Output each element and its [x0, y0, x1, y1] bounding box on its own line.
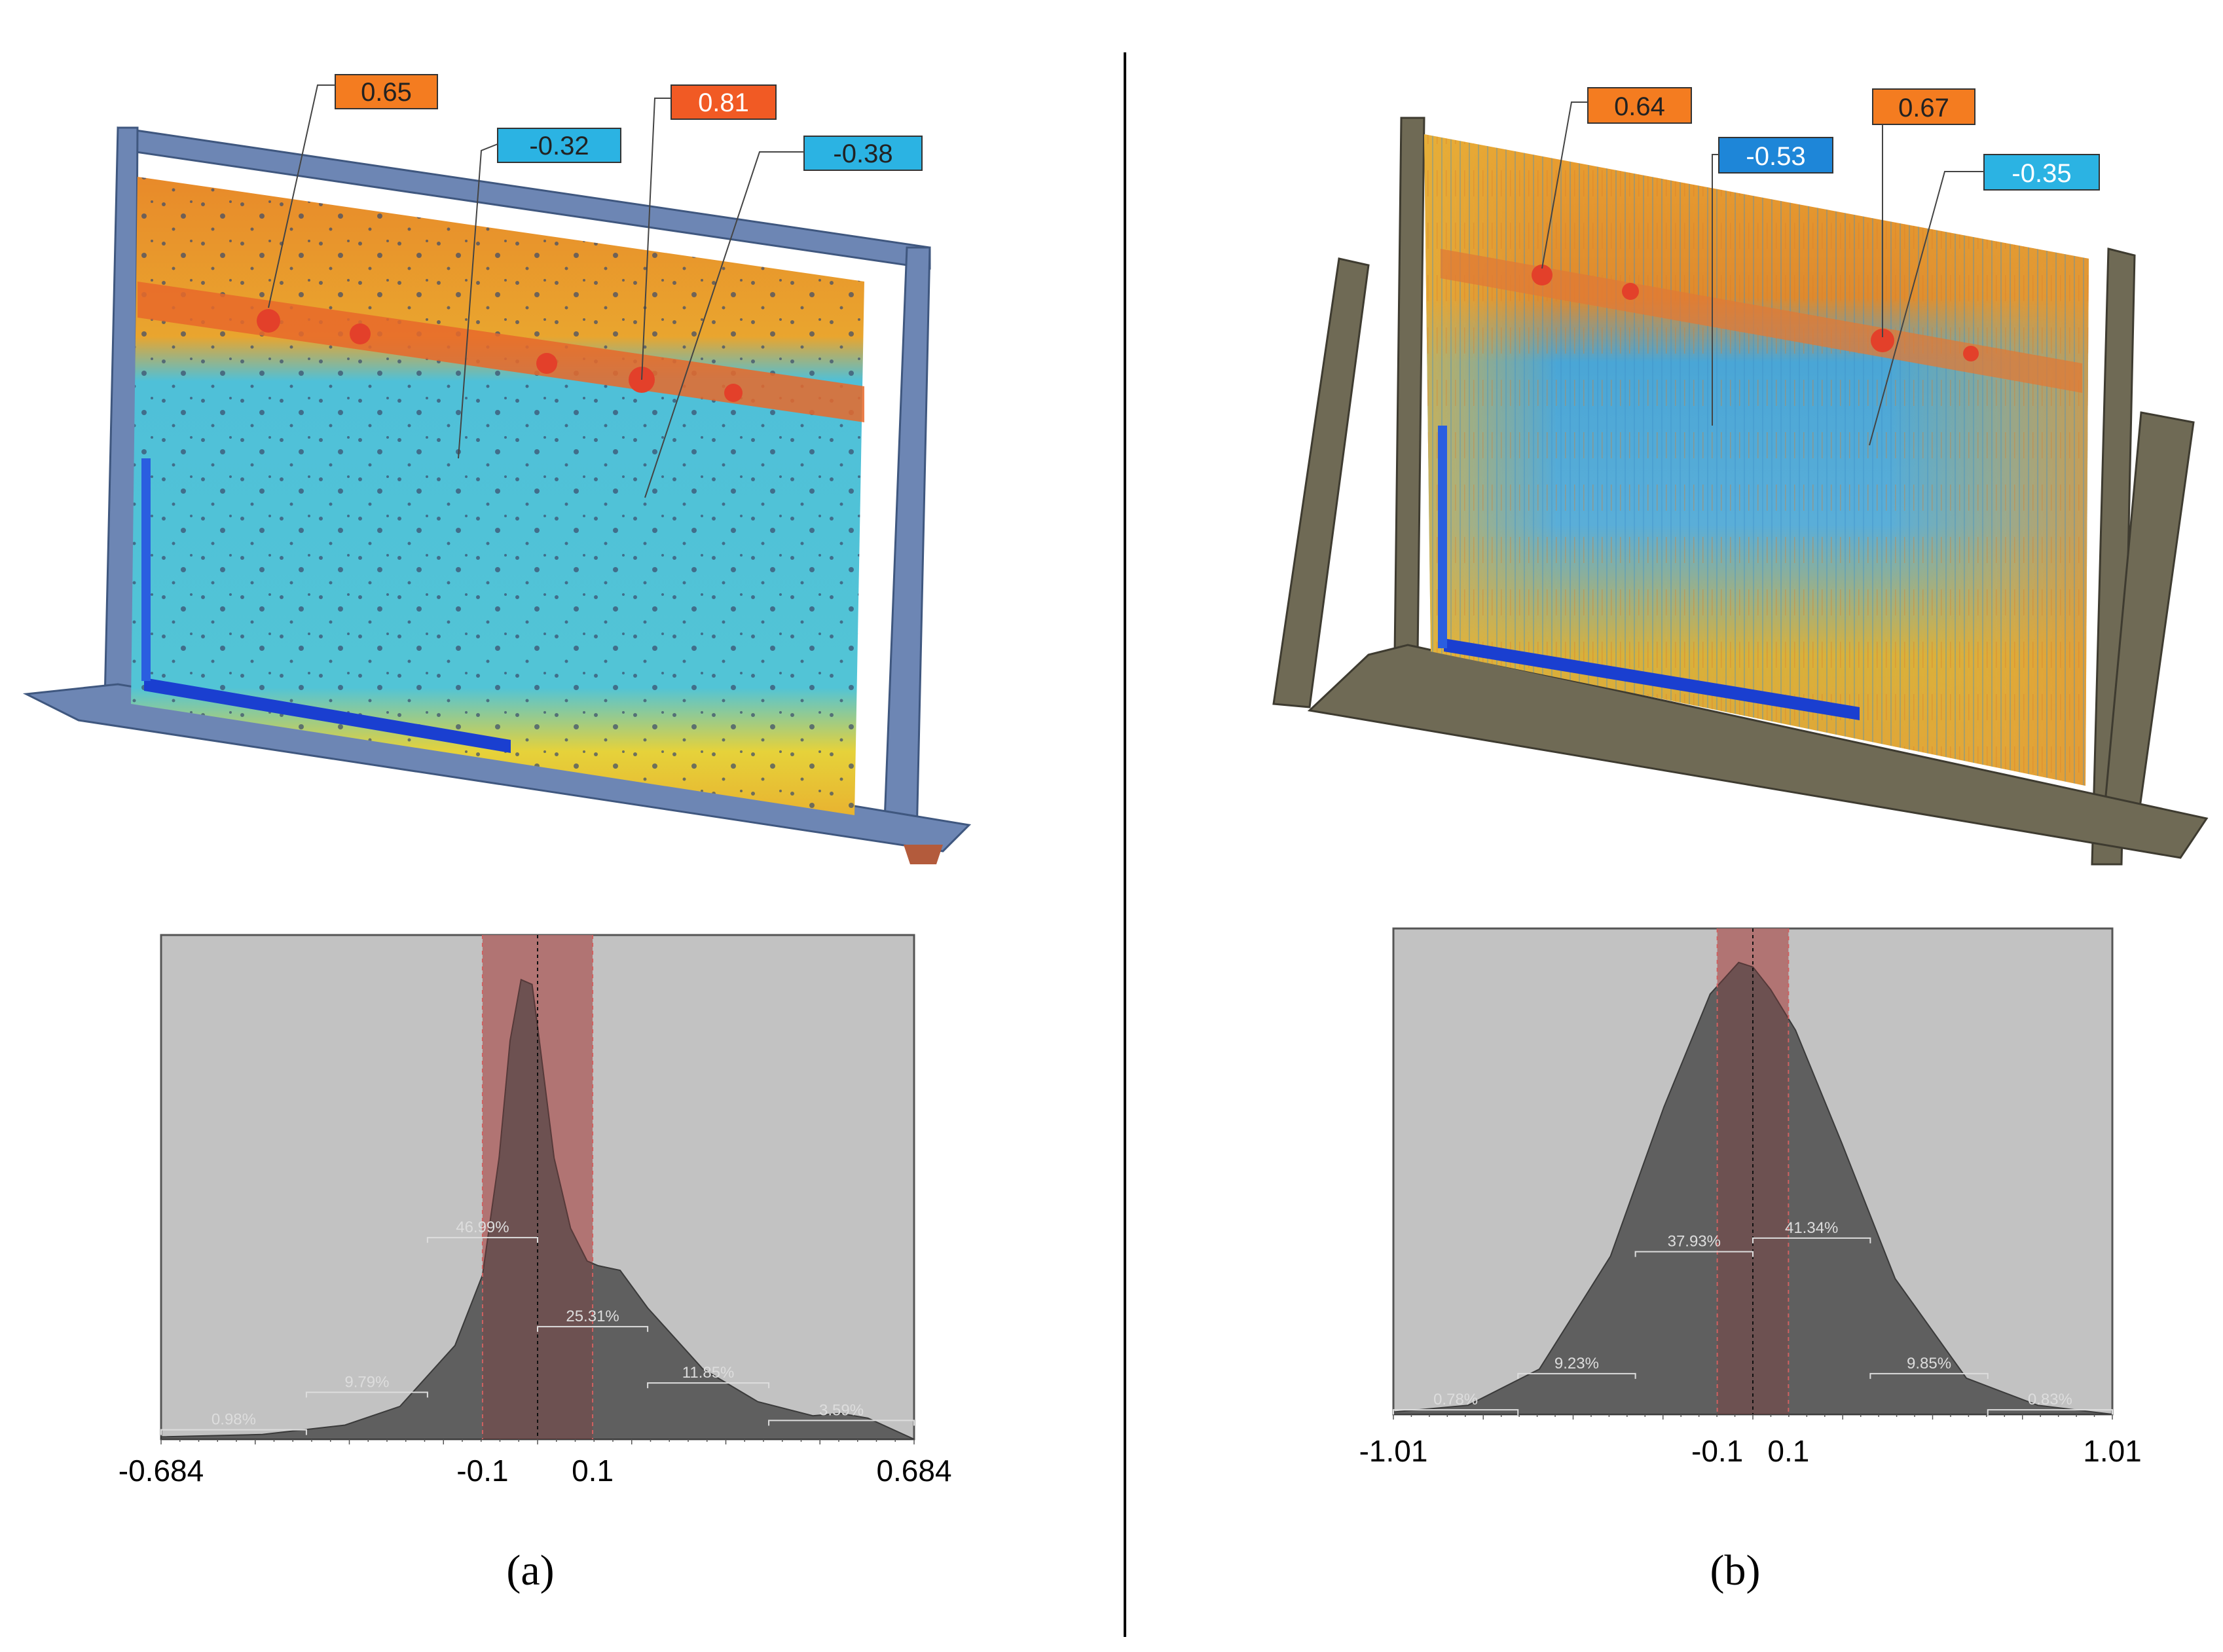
bin-percent-label: 0.78%: [1433, 1391, 1478, 1408]
panel-a-base-foot: [904, 845, 943, 864]
bin-percent-label: 0.98%: [211, 1411, 256, 1429]
axis-tick-label: 0.1: [1767, 1434, 1809, 1468]
distribution-area: [160, 978, 915, 1440]
bin-percent-label: 9.79%: [344, 1373, 389, 1391]
panel-b-scan: [1272, 117, 2209, 866]
panel-b-low-edge: [1444, 638, 1860, 720]
panel-a-hot-band: [138, 282, 864, 422]
callout-box: [1718, 137, 1833, 174]
bin-percent-label: 11.85%: [682, 1364, 735, 1382]
panel-a-low-edge-vertical: [141, 458, 151, 681]
panel-a-hot-spot: [257, 309, 280, 333]
panel-a-hot-spot: [724, 384, 743, 402]
panel-a-scan: [22, 126, 972, 864]
panel-b-frame-left-post: [1393, 117, 1425, 656]
bin-bracket: [305, 1391, 428, 1398]
bin-percent-label: 3.59%: [819, 1401, 864, 1419]
callout-label: -0.53: [1746, 142, 1805, 171]
bin-percent-label: 37.93%: [1668, 1233, 1721, 1251]
panel-a-low-edge: [144, 678, 511, 753]
callout-box: [335, 74, 438, 109]
panel-b-hot-spot: [1622, 283, 1639, 300]
callout-leader: [644, 151, 804, 498]
bin-bracket: [1517, 1372, 1636, 1379]
callout-leader: [268, 84, 335, 308]
bin-percent-label: 41.34%: [1785, 1219, 1838, 1237]
panel-b-low-edge-vertical: [1438, 426, 1447, 648]
panel-b-frame-left-brace: [1272, 257, 1370, 708]
bin-bracket: [160, 1429, 307, 1435]
axis-tick-label: -1.01: [1359, 1434, 1428, 1468]
panel-a-frame-bottom: [22, 683, 972, 853]
caption-b: (b): [1710, 1547, 1761, 1594]
panel-b-callouts: 0.64 -0.53 0.67 -0.35: [1541, 87, 2100, 446]
caption-a: (a): [506, 1547, 554, 1594]
callout-box: [1587, 87, 1692, 124]
callout-leader: [1712, 154, 1719, 426]
bin-bracket: [768, 1420, 915, 1426]
bin-percent-label: 9.85%: [1907, 1355, 1951, 1372]
axis-tick-label: 0.1: [572, 1454, 614, 1488]
bin-bracket: [1634, 1251, 1754, 1257]
callout-label: -0.32: [529, 132, 589, 160]
panel-a-hot-spot: [536, 353, 557, 374]
panel-b-hot-spot: [1871, 329, 1894, 352]
callout-box: [803, 136, 923, 171]
callout-label: 0.65: [361, 78, 412, 107]
callout-box: [1872, 88, 1975, 125]
axis-tick-label: -0.684: [119, 1454, 204, 1488]
bin-bracket: [1752, 1237, 1871, 1243]
bin-bracket: [1869, 1372, 1989, 1379]
bin-bracket: [647, 1382, 770, 1389]
callout-leader: [641, 98, 671, 380]
callout-leader: [1869, 171, 1984, 446]
callout-leader: [1541, 101, 1588, 269]
bin-percent-label: 46.99%: [456, 1219, 509, 1236]
panel-b-frame-bottom: [1307, 644, 2209, 859]
panel-a-callouts: 0.65 -0.32 0.81 -0.38: [268, 74, 923, 498]
bin-bracket: [1987, 1409, 2113, 1416]
bin-bracket: [537, 1326, 649, 1332]
bin-percent-label: 25.31%: [566, 1308, 619, 1325]
callout-label: -0.38: [833, 139, 892, 168]
axis-tick-label: 0.684: [876, 1454, 951, 1488]
panel-a-hot-spot: [350, 323, 371, 344]
callout-box: [671, 84, 777, 120]
axis-tick-label: 1.01: [2083, 1434, 2142, 1468]
axis-tick-label: -0.1: [456, 1454, 508, 1488]
panel-b-hot-band: [1441, 249, 2082, 393]
bin-bracket: [426, 1237, 538, 1243]
panel-b-hot-spot: [1532, 265, 1552, 285]
callout-label: -0.35: [2012, 159, 2071, 188]
bin-percent-label: 9.23%: [1554, 1355, 1599, 1372]
histogram-a: 0.98% 9.79% 46.99% 25.31% 11.85% 3.59% -0.684 -…: [119, 934, 952, 1488]
panel-b-hot-spot: [1963, 346, 1979, 361]
panel-a-heatmap-speckle: [131, 177, 864, 815]
callout-box: [1983, 154, 2100, 191]
callout-label: 0.64: [1614, 92, 1665, 121]
panel-a-frame-right: [883, 246, 931, 839]
bin-percent-label: 0.83%: [2028, 1391, 2072, 1408]
axis-tick-label: -0.1: [1691, 1434, 1743, 1468]
callout-box: [497, 128, 621, 163]
histogram-b: 0.78% 9.23% 37.93% 41.34% 9.85% 0.83% -1.01 -0.…: [1359, 927, 2142, 1468]
callout-label: 0.67: [1898, 94, 1949, 122]
callout-leader: [458, 143, 498, 459]
callout-label: 0.81: [698, 88, 749, 117]
bin-bracket: [1393, 1409, 1519, 1416]
distribution-area: [1393, 961, 2113, 1415]
